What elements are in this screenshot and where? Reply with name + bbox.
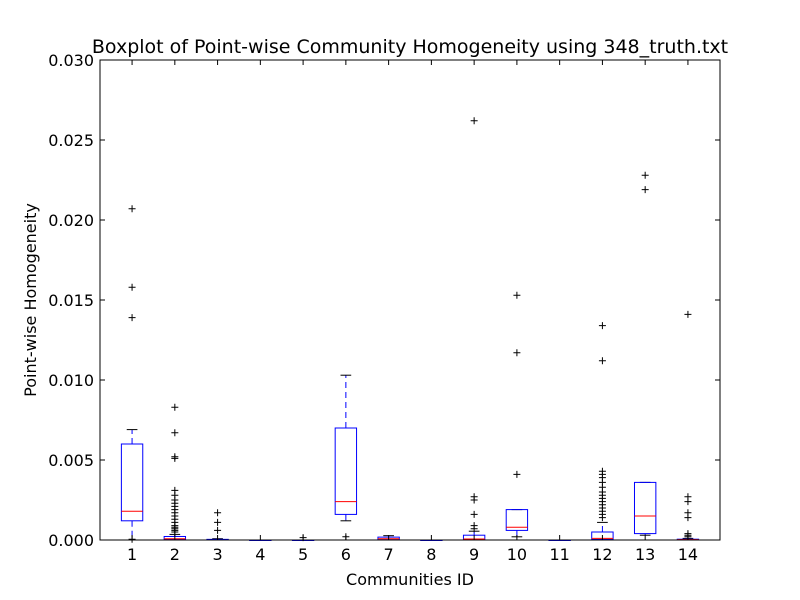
flier-point	[470, 117, 478, 125]
flier-point	[641, 171, 649, 179]
box-iqr	[505, 509, 529, 531]
chart-title: Boxplot of Point-wise Community Homogene…	[92, 36, 728, 58]
y-tick-label: 0.020	[48, 211, 94, 230]
y-tick-label: 0.015	[48, 291, 94, 310]
box-iqr	[120, 443, 144, 522]
flier-point	[684, 509, 692, 517]
flier-point	[128, 283, 136, 291]
box-group	[120, 205, 144, 543]
x-tick-label: 13	[635, 545, 655, 564]
flier-point	[171, 403, 179, 411]
box-iqr	[334, 427, 358, 515]
flier-point	[513, 291, 521, 299]
flier-point	[171, 429, 179, 437]
flier-point	[214, 509, 222, 517]
flier-point	[470, 510, 478, 518]
box-group	[633, 171, 657, 536]
x-tick-label: 3	[212, 545, 222, 564]
flier-point	[171, 453, 179, 461]
flier-point	[513, 349, 521, 357]
flier-point	[513, 470, 521, 478]
flier-point	[684, 310, 692, 318]
box-iqr	[633, 481, 657, 535]
box-group	[163, 403, 187, 541]
x-tick-label: 14	[678, 545, 698, 564]
box-group	[591, 322, 614, 541]
flier-point	[128, 205, 136, 213]
y-tick-label: 0.010	[48, 371, 94, 390]
y-tick-label: 0.005	[48, 451, 94, 470]
plot-area	[120, 117, 700, 543]
x-tick-label: 6	[341, 545, 351, 564]
x-tick-label: 4	[255, 545, 265, 564]
flier-point	[641, 186, 649, 194]
flier-point	[128, 314, 136, 322]
axes-frame	[99, 59, 721, 541]
flier-point	[214, 526, 222, 534]
x-tick-label: 12	[592, 545, 612, 564]
box-group	[462, 117, 486, 541]
box-group	[505, 291, 529, 538]
flier-point	[470, 493, 478, 501]
x-tick-label: 1	[127, 545, 137, 564]
flier-point	[598, 322, 606, 330]
axis-ticks: 1 2 3 4 5 6 7 8 9 10 11 12 13 140.0000.0050.0100.0150…	[48, 51, 720, 564]
x-tick-label: 2	[170, 545, 180, 564]
y-tick-label: 0.030	[48, 51, 94, 70]
flier-point	[214, 518, 222, 526]
x-tick-label: 7	[384, 545, 394, 564]
y-tick-label: 0.025	[48, 131, 94, 150]
box-group	[334, 374, 358, 541]
y-tick-label: 0.000	[48, 531, 94, 550]
x-tick-label: 9	[469, 545, 479, 564]
y-axis-label: Point-wise Homogeneity	[21, 203, 40, 397]
flier-point	[598, 467, 606, 475]
x-axis-label: Communities ID	[346, 570, 474, 589]
x-tick-label: 5	[298, 545, 308, 564]
box-group	[676, 310, 700, 541]
x-tick-label: 10	[507, 545, 527, 564]
flier-point	[684, 493, 692, 501]
x-tick-label: 8	[426, 545, 436, 564]
flier-point	[470, 522, 478, 530]
x-tick-label: 11	[549, 545, 569, 564]
flier-point	[598, 357, 606, 365]
flier-point	[171, 486, 179, 494]
